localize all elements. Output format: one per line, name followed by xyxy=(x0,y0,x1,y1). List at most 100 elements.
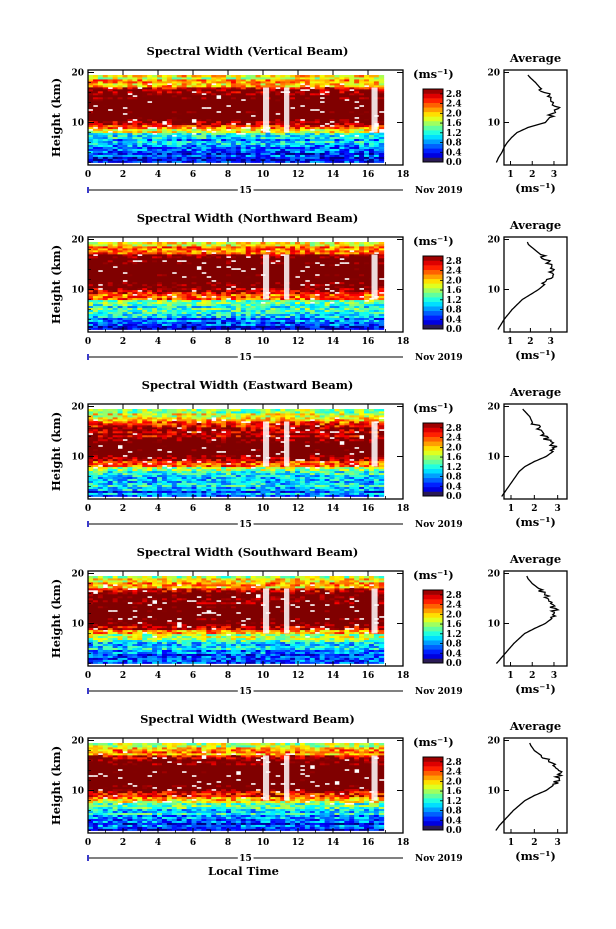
heatmap-cell xyxy=(117,114,123,118)
heatmap-cell xyxy=(88,124,94,128)
heatmap-cell xyxy=(275,128,281,132)
heatmap-cell xyxy=(92,110,99,114)
heatmap-cell xyxy=(359,86,365,90)
heatmap-cell xyxy=(102,269,109,273)
heatmap-cell xyxy=(221,78,227,82)
heatmap-cell xyxy=(270,295,276,299)
heatmap-cell xyxy=(368,160,375,163)
heatmap-cell xyxy=(196,100,202,104)
heatmap-cell xyxy=(171,305,178,309)
heatmap-cell xyxy=(147,257,153,261)
heatmap-cell xyxy=(255,136,261,140)
heatmap-cell xyxy=(201,311,207,314)
heatmap-cell xyxy=(206,259,212,263)
heatmap-cell xyxy=(349,291,355,295)
heatmap-cell xyxy=(275,301,281,305)
heatmap-cell xyxy=(359,142,365,145)
heatmap-cell xyxy=(171,92,178,96)
heatmap-cell xyxy=(329,142,335,145)
heatmap-cell xyxy=(92,92,99,96)
heatmap-cell xyxy=(240,90,247,94)
heatmap-cell xyxy=(235,90,242,94)
heatmap-cell xyxy=(142,150,148,153)
heatmap-cell xyxy=(344,323,350,326)
heatmap-cell xyxy=(92,148,99,151)
heatmap-cell xyxy=(344,287,350,291)
heatmap-cell xyxy=(226,257,232,261)
heatmap-cell xyxy=(235,325,242,328)
heatmap-cell xyxy=(176,323,183,326)
heatmap-cell xyxy=(117,92,123,96)
heatmap-cell xyxy=(112,311,118,314)
heatmap-cell xyxy=(280,100,286,104)
heatmap-cell xyxy=(211,307,217,311)
heatmap-cell xyxy=(201,309,207,312)
heatmap-cell xyxy=(171,275,178,279)
heatmap-cell xyxy=(359,98,365,102)
heatmap-cell xyxy=(226,327,232,330)
heatmap-cell xyxy=(359,124,365,128)
heatmap-cell xyxy=(373,78,380,82)
heatmap-cell xyxy=(216,321,222,324)
heatmap-cell xyxy=(245,110,252,114)
heatmap-cell xyxy=(255,92,261,96)
heatmap-cell xyxy=(329,273,335,277)
heatmap-cell xyxy=(324,126,330,130)
heatmap-cell xyxy=(314,78,321,82)
heatmap-cell xyxy=(230,283,237,287)
heatmap-cell xyxy=(226,281,232,285)
heatmap-cell xyxy=(201,138,207,142)
heatmap-cell xyxy=(176,255,183,259)
heatmap-cell xyxy=(137,267,143,271)
heatmap-cell xyxy=(137,146,143,149)
heatmap-cell xyxy=(112,285,118,289)
heatmap-cell xyxy=(295,315,301,318)
heatmap-cell xyxy=(270,315,276,318)
heatmap-cell xyxy=(88,116,94,120)
heatmap-cell xyxy=(166,154,173,157)
heatmap-cell xyxy=(152,317,158,320)
x-tick-label: 16 xyxy=(362,170,375,180)
heatmap-cell xyxy=(88,94,94,98)
heatmap-cell xyxy=(299,128,306,132)
heatmap-cell xyxy=(364,255,370,259)
heatmap-cell xyxy=(245,289,252,293)
heatmap-cell xyxy=(226,126,232,130)
heatmap-cell xyxy=(196,78,202,82)
heatmap-cell xyxy=(304,75,311,78)
heatmap-cell xyxy=(354,307,360,311)
heatmap-cell xyxy=(354,104,360,108)
heatmap-cell xyxy=(171,108,178,112)
heatmap-cell xyxy=(117,116,123,120)
heatmap-cell xyxy=(329,116,335,120)
heatmap-cell xyxy=(186,142,192,145)
heatmap-cell xyxy=(280,309,286,312)
heatmap-cell xyxy=(216,100,222,104)
heatmap-cell xyxy=(161,281,168,285)
heatmap-cell xyxy=(280,140,286,144)
heatmap-cell xyxy=(329,140,335,144)
heatmap-cell xyxy=(314,291,321,295)
heatmap-cell xyxy=(334,319,340,322)
y-axis-label: Height (km) xyxy=(49,78,63,157)
heatmap-cell xyxy=(240,265,247,269)
heatmap-cell xyxy=(97,98,104,102)
heatmap-cell xyxy=(161,138,168,142)
heatmap-cell xyxy=(157,90,163,94)
heatmap-cell xyxy=(181,116,187,120)
heatmap-cell xyxy=(304,118,311,122)
heatmap-cell xyxy=(250,150,256,153)
heatmap-cell xyxy=(349,122,355,126)
heatmap-cell xyxy=(107,313,114,316)
heatmap-cell xyxy=(265,323,271,326)
heatmap-cell xyxy=(319,283,325,287)
heatmap-cell xyxy=(191,134,197,138)
heatmap-cell xyxy=(137,106,143,110)
heatmap-cell xyxy=(97,82,104,86)
heatmap-cell xyxy=(191,86,197,90)
heatmap-cell xyxy=(295,305,301,309)
heatmap-cell xyxy=(186,315,192,318)
heatmap-cell xyxy=(290,313,296,316)
heatmap-cell xyxy=(97,267,104,271)
heatmap-cell xyxy=(299,108,306,112)
